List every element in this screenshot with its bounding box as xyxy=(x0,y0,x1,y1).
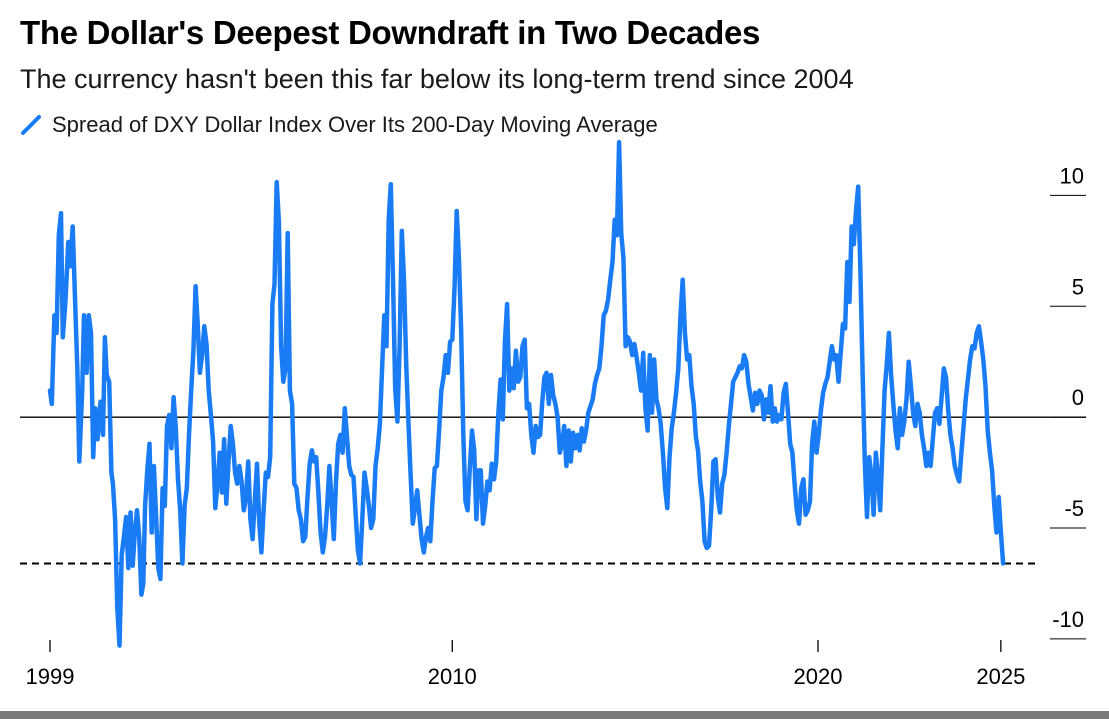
series-line xyxy=(47,139,1006,648)
bottom-bar xyxy=(0,711,1109,719)
legend-label: Spread of DXY Dollar Index Over Its 200-… xyxy=(52,112,658,137)
y-tick-label: -10 xyxy=(1052,607,1084,632)
legend: Spread of DXY Dollar Index Over Its 200-… xyxy=(20,112,658,138)
y-tick-label: -5 xyxy=(1064,496,1084,521)
y-tick-label: 0 xyxy=(1072,385,1084,410)
chart-subtitle: The currency hasn't been this far below … xyxy=(20,64,854,94)
x-tick-label: 2010 xyxy=(428,664,477,689)
chart-title: The Dollar's Deepest Downdraft in Two De… xyxy=(20,14,761,51)
x-tick-label: 2025 xyxy=(976,664,1025,689)
y-tick-label: 5 xyxy=(1072,274,1084,299)
x-tick-label: 1999 xyxy=(26,664,75,689)
x-tick-label: 2020 xyxy=(794,664,843,689)
legend-line-icon xyxy=(21,115,41,135)
y-tick-label: 10 xyxy=(1060,163,1084,188)
